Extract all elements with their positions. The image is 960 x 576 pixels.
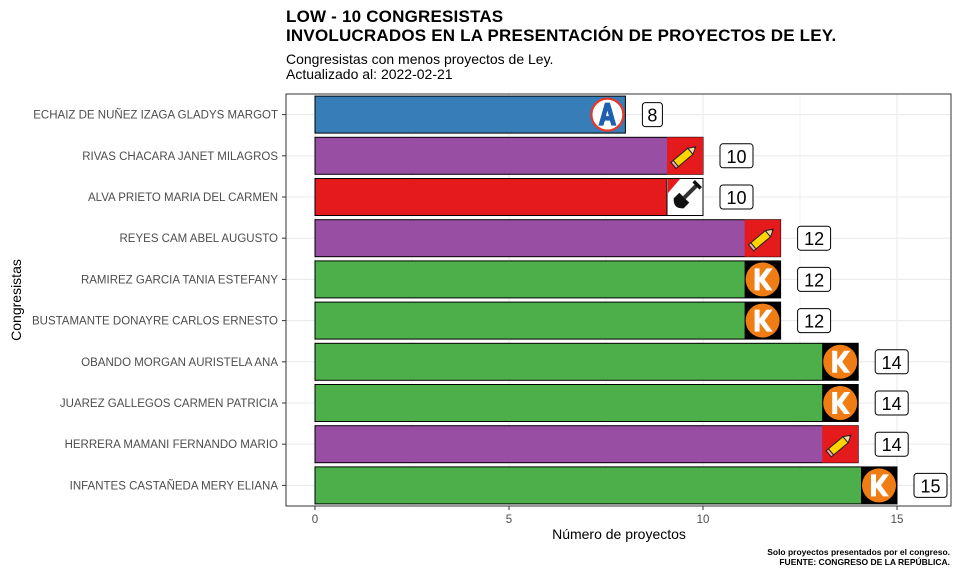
value-label-box — [797, 308, 832, 334]
x-tick-label: 0 — [312, 514, 318, 526]
chart-title-line2: INVOLUCRADOS EN LA PRESENTACIÓN DE PROYE… — [286, 26, 837, 45]
value-label-box — [641, 102, 663, 128]
shovel-shape — [673, 180, 702, 209]
bar — [314, 260, 782, 299]
value-label-box — [797, 225, 832, 251]
logo-k-letter — [754, 309, 773, 332]
bar-group: 14 — [314, 425, 909, 464]
bar — [314, 466, 898, 505]
x-tick-label: 15 — [891, 514, 904, 526]
logo-a-icon — [590, 97, 625, 132]
logo-k-icon — [822, 343, 859, 381]
bar-group: 8 — [314, 95, 663, 134]
pencil-tip — [842, 434, 852, 444]
category-label: ALVA PRIETO MARIA DEL CARMEN — [88, 192, 278, 204]
value-label-box — [874, 390, 909, 416]
value-label: 12 — [804, 312, 824, 332]
bar — [314, 384, 859, 422]
category-label: HERRERA MAMANI FERNANDO MARIO — [65, 439, 278, 451]
plot-border — [285, 93, 952, 507]
chart-caption-line2: FUENTE: CONGRESO DE LA REPÚBLICA. — [779, 557, 950, 567]
shovel-corner — [668, 179, 680, 193]
chart-subtitle-line1: Congresistas con menos proyectos de Ley. — [286, 51, 554, 67]
bar-group: 10 — [314, 178, 754, 216]
value-label-box — [719, 143, 754, 169]
pencil-icon — [744, 219, 781, 257]
shovel-blade — [673, 192, 690, 209]
logo-k-letter — [832, 350, 851, 373]
value-label: 15 — [920, 476, 940, 496]
value-label-box — [874, 431, 909, 457]
bar — [314, 342, 859, 381]
y-axis-title: Congresistas — [8, 259, 24, 341]
value-label: 10 — [726, 188, 746, 208]
pencil-shape — [747, 228, 775, 252]
logo-k-icon — [822, 384, 859, 422]
shovel-grip — [692, 180, 702, 190]
chart-subtitle-line2: Actualizado al: 2022-02-21 — [286, 66, 453, 82]
logo-a-letter — [598, 102, 617, 126]
logo-k-letter — [871, 474, 889, 497]
bar — [314, 136, 704, 175]
shovel-icon — [666, 178, 704, 216]
value-label: 10 — [726, 147, 746, 167]
value-label: 14 — [882, 435, 902, 455]
category-label: INFANTES CASTAÑEDA MERY ELIANA — [70, 479, 279, 492]
pencil-eraser — [747, 242, 757, 252]
value-label-box — [874, 349, 909, 375]
logo-k-letter — [832, 392, 851, 414]
bar — [314, 95, 626, 134]
bar-group: 12 — [314, 219, 832, 258]
pencil-tip — [686, 146, 697, 156]
value-label: 14 — [882, 394, 902, 414]
x-tick-label: 10 — [697, 514, 710, 526]
bar-group: 14 — [314, 384, 909, 422]
value-label: 8 — [647, 106, 657, 126]
logo-k-letter — [754, 268, 773, 291]
chart-title-line1: LOW - 10 CONGRESISTAS — [286, 7, 504, 26]
value-label: 12 — [804, 229, 824, 249]
pencil-lead — [848, 435, 851, 438]
pencil-eraser — [670, 159, 680, 170]
bar — [314, 301, 782, 340]
pencil-lead — [693, 146, 696, 150]
bar-group: 14 — [314, 342, 909, 381]
pencil-tip — [764, 228, 775, 238]
bar-group: 12 — [314, 260, 832, 299]
pencil-shape — [825, 434, 852, 458]
bar — [314, 219, 782, 258]
bar-group: 12 — [314, 301, 832, 340]
bar — [314, 425, 859, 464]
value-label-box — [797, 266, 832, 292]
x-tick-label: 5 — [506, 514, 512, 526]
bar-group: 10 — [314, 136, 754, 175]
chart-caption-line1: Solo proyectos presentados por el congre… — [767, 547, 950, 557]
category-label: ECHAIZ DE NUÑEZ IZAGA GLADYS MARGOT — [33, 109, 278, 122]
category-label: REYES CAM ABEL AUGUSTO — [120, 233, 279, 245]
bar-group: 15 — [314, 466, 948, 505]
pencil-eraser — [825, 448, 835, 458]
category-label: BUSTAMANTE DONAYRE CARLOS ERNESTO — [32, 316, 278, 328]
value-label-box — [719, 184, 754, 210]
category-label: OBANDO MORGAN AURISTELA ANA — [81, 357, 278, 369]
pencil-icon — [667, 137, 703, 175]
logo-k-icon — [744, 260, 781, 298]
logo-k-icon — [861, 466, 897, 504]
pencil-icon — [822, 425, 859, 463]
pencil-lead — [771, 229, 774, 232]
value-label: 12 — [804, 270, 824, 290]
value-label-box — [913, 472, 948, 498]
x-axis-title: Número de proyectos — [552, 526, 686, 542]
category-label: RAMIREZ GARCIA TANIA ESTEFANY — [81, 274, 278, 286]
category-label: JUAREZ GALLEGOS CARMEN PATRICIA — [60, 398, 278, 410]
pencil-shape — [670, 146, 697, 170]
logo-k-icon — [744, 302, 781, 340]
category-label: RIVAS CHACARA JANET MILAGROS — [82, 151, 278, 163]
value-label: 14 — [882, 353, 902, 373]
shovel-handle — [682, 184, 698, 200]
bar — [314, 178, 704, 216]
